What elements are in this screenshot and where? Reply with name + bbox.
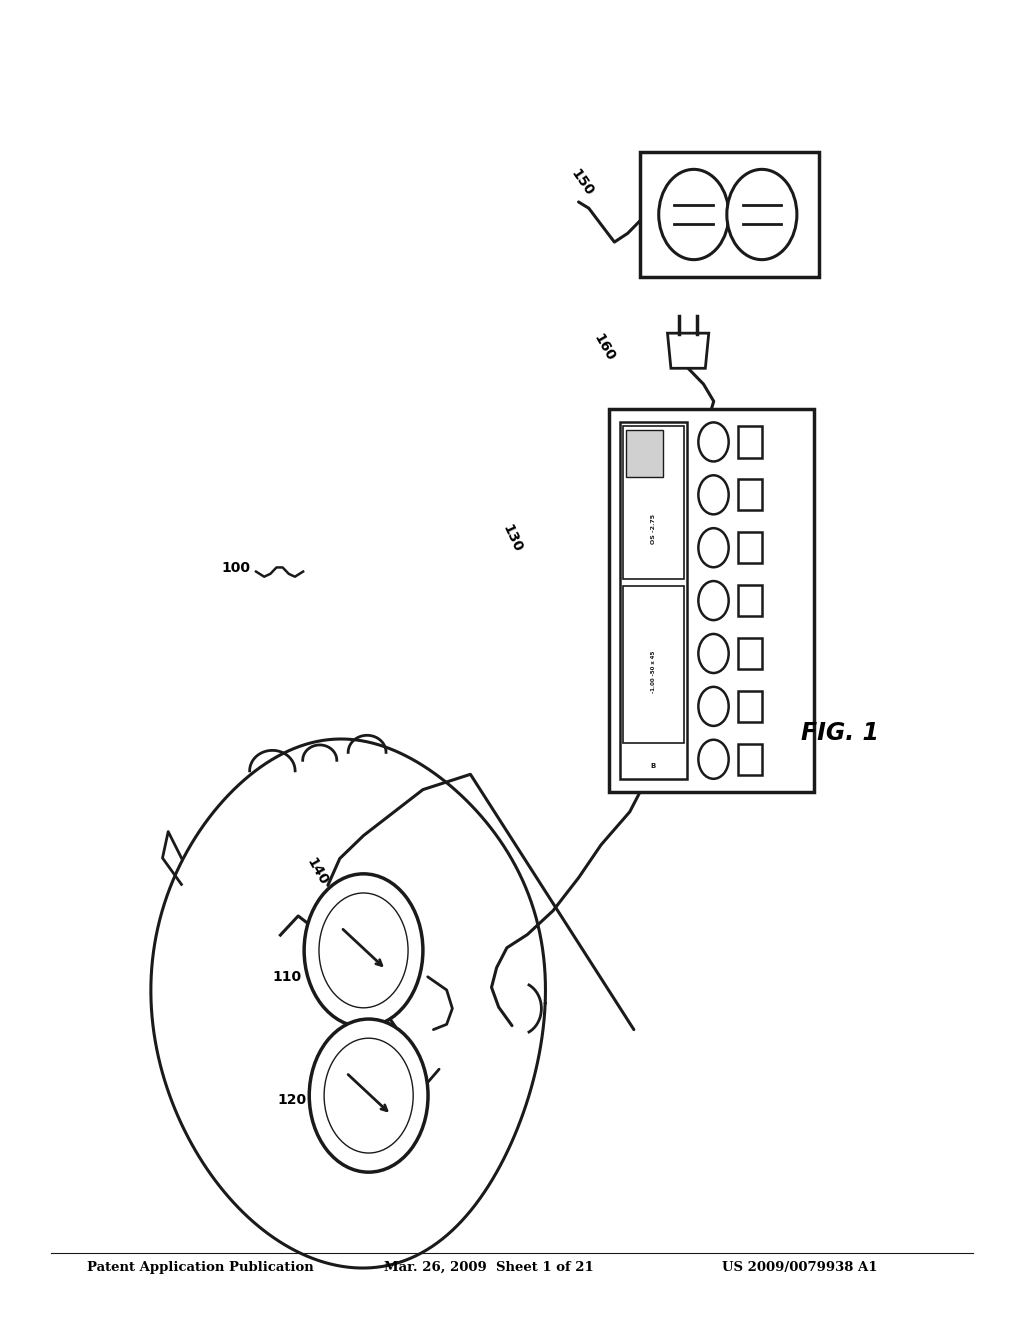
Polygon shape: [668, 333, 709, 368]
Circle shape: [698, 581, 729, 620]
Text: 110: 110: [272, 970, 301, 983]
FancyBboxPatch shape: [738, 426, 762, 458]
Circle shape: [698, 422, 729, 462]
Text: 140: 140: [304, 855, 331, 887]
FancyBboxPatch shape: [738, 532, 762, 564]
Circle shape: [698, 528, 729, 568]
Text: US 2009/0079938 A1: US 2009/0079938 A1: [722, 1261, 878, 1274]
Text: 160: 160: [591, 331, 617, 363]
Circle shape: [324, 1038, 413, 1154]
Text: 130: 130: [500, 523, 524, 554]
Circle shape: [309, 1019, 428, 1172]
Text: -1.00 -50 x 45: -1.00 -50 x 45: [651, 651, 655, 693]
Circle shape: [698, 686, 729, 726]
FancyBboxPatch shape: [738, 690, 762, 722]
Text: Mar. 26, 2009  Sheet 1 of 21: Mar. 26, 2009 Sheet 1 of 21: [384, 1261, 594, 1274]
FancyBboxPatch shape: [738, 743, 762, 775]
Circle shape: [698, 634, 729, 673]
Circle shape: [727, 169, 797, 260]
Circle shape: [304, 874, 423, 1027]
Text: Patent Application Publication: Patent Application Publication: [87, 1261, 313, 1274]
Circle shape: [319, 892, 408, 1008]
Circle shape: [698, 739, 729, 779]
FancyBboxPatch shape: [738, 479, 762, 511]
FancyBboxPatch shape: [623, 586, 684, 743]
FancyBboxPatch shape: [620, 422, 687, 779]
FancyBboxPatch shape: [623, 426, 684, 579]
Circle shape: [658, 169, 729, 260]
FancyBboxPatch shape: [626, 430, 663, 478]
FancyBboxPatch shape: [738, 585, 762, 616]
Text: OS -2.75: OS -2.75: [651, 513, 655, 544]
Text: 120: 120: [278, 1093, 306, 1106]
FancyBboxPatch shape: [738, 638, 762, 669]
Circle shape: [698, 475, 729, 515]
FancyBboxPatch shape: [609, 409, 814, 792]
Text: 100: 100: [221, 561, 250, 574]
Text: 150: 150: [567, 166, 596, 198]
FancyBboxPatch shape: [640, 152, 819, 277]
Text: FIG. 1: FIG. 1: [801, 721, 879, 744]
Text: B: B: [650, 763, 656, 768]
